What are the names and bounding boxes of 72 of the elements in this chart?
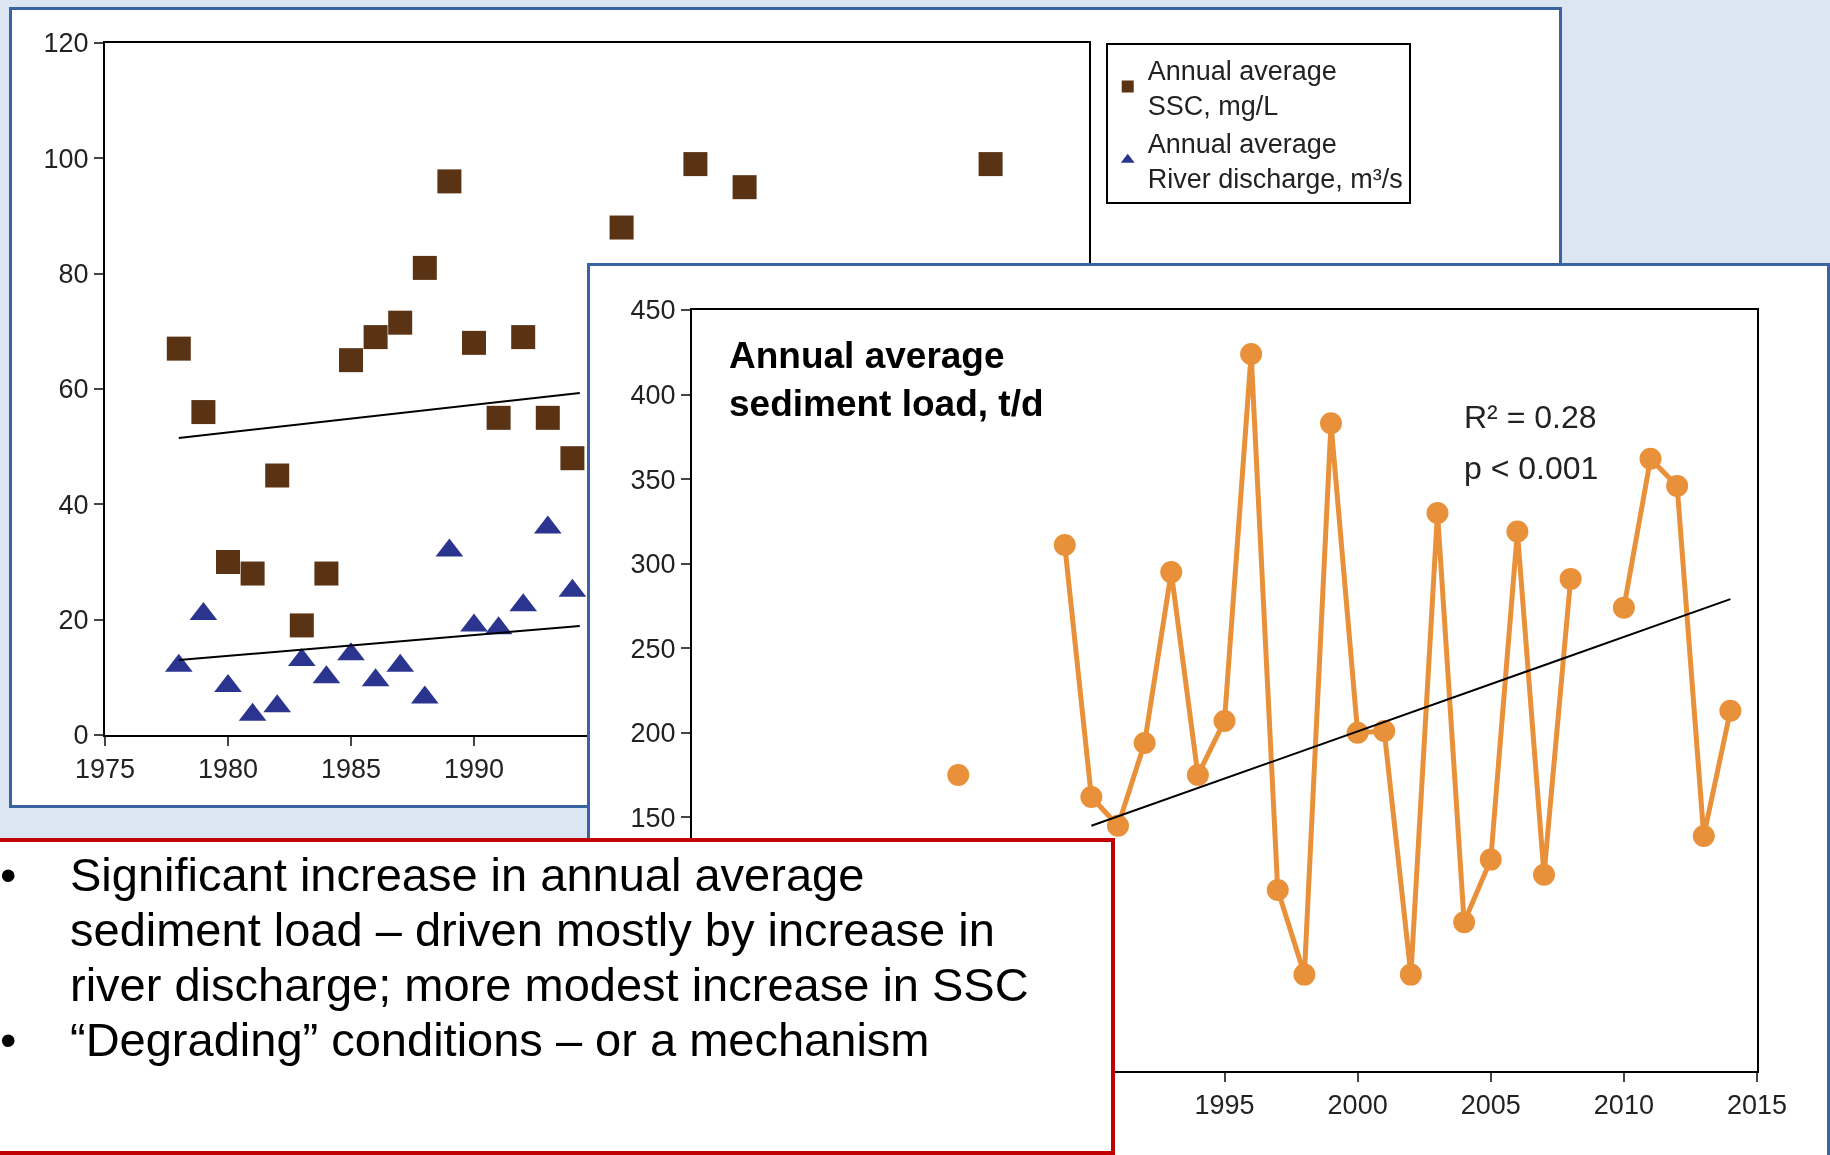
y-tick-label: 350 — [630, 464, 676, 495]
point — [412, 255, 437, 280]
point — [339, 348, 363, 373]
point — [947, 764, 970, 787]
legend-label: Annual average SSC, mg/L — [1147, 55, 1337, 121]
point — [1666, 474, 1689, 497]
legend-label: Annual average River discharge, m³/s — [1147, 128, 1403, 194]
point — [609, 215, 634, 240]
point — [732, 175, 757, 200]
annotation: • “Degrading” conditions – or a mechanism — [0, 1012, 931, 1068]
x-tick-label: 2010 — [1593, 1090, 1654, 1121]
point — [363, 325, 388, 350]
point — [1453, 911, 1476, 934]
y-tick-label: 150 — [630, 802, 676, 833]
point — [1080, 786, 1103, 809]
x-tick-label: 1985 — [320, 754, 382, 785]
point — [1320, 412, 1342, 435]
point — [535, 405, 560, 430]
point — [1053, 534, 1076, 557]
y-tick-label: 400 — [630, 380, 676, 411]
point — [191, 400, 216, 425]
point — [1133, 731, 1156, 754]
point — [1506, 520, 1529, 543]
x-tick-label: 1990 — [443, 754, 505, 785]
point — [511, 325, 536, 350]
point — [1639, 447, 1662, 470]
x-tick-label: 1980 — [197, 754, 259, 785]
point — [1612, 596, 1635, 619]
point — [1240, 342, 1263, 365]
point — [1213, 709, 1236, 732]
annotation: p < 0.001 — [1464, 450, 1599, 486]
point — [1533, 863, 1555, 886]
point — [1426, 501, 1449, 524]
point — [1373, 720, 1396, 743]
point — [265, 463, 290, 488]
y-tick-label: 450 — [630, 295, 676, 326]
point — [560, 446, 585, 471]
y-tick-label: 40 — [58, 489, 89, 520]
point — [1266, 879, 1289, 902]
x-tick-label: 2015 — [1726, 1090, 1788, 1121]
y-tick-label: 80 — [58, 259, 89, 290]
point — [486, 405, 511, 430]
point — [462, 330, 486, 355]
point — [1160, 561, 1183, 584]
y-tick-label: 0 — [73, 720, 89, 751]
y-tick-label: 100 — [43, 143, 89, 174]
y-tick-label: 20 — [58, 605, 89, 636]
point — [166, 336, 191, 361]
point — [683, 152, 708, 177]
x-tick-label: 2000 — [1327, 1090, 1388, 1121]
y-tick-label: 200 — [630, 718, 676, 749]
y-tick-label: 250 — [630, 633, 676, 664]
x-tick-label: 1975 — [74, 754, 136, 785]
annotation: R² = 0.28 — [1464, 399, 1597, 435]
annotation: • Significant increase in annual average sediment load – driven mostly by increase in river discharge; more modest increase in SSC — [0, 848, 1030, 1013]
text: Annual average sediment load, t/d — [729, 335, 1044, 425]
point — [978, 152, 1003, 177]
x-tick-label: 2005 — [1460, 1090, 1521, 1121]
point — [1186, 764, 1209, 787]
y-tick-label: 120 — [43, 28, 89, 59]
point — [1559, 567, 1582, 590]
point — [437, 169, 462, 194]
y-tick-label: 60 — [58, 374, 89, 405]
point — [1692, 824, 1715, 847]
point — [388, 310, 413, 335]
y-tick-label: 300 — [630, 549, 676, 580]
point — [1399, 963, 1422, 986]
point — [1107, 814, 1129, 837]
point — [1719, 699, 1742, 722]
point — [1479, 848, 1502, 871]
point — [1293, 963, 1316, 986]
x-tick-label: 1995 — [1194, 1090, 1255, 1121]
